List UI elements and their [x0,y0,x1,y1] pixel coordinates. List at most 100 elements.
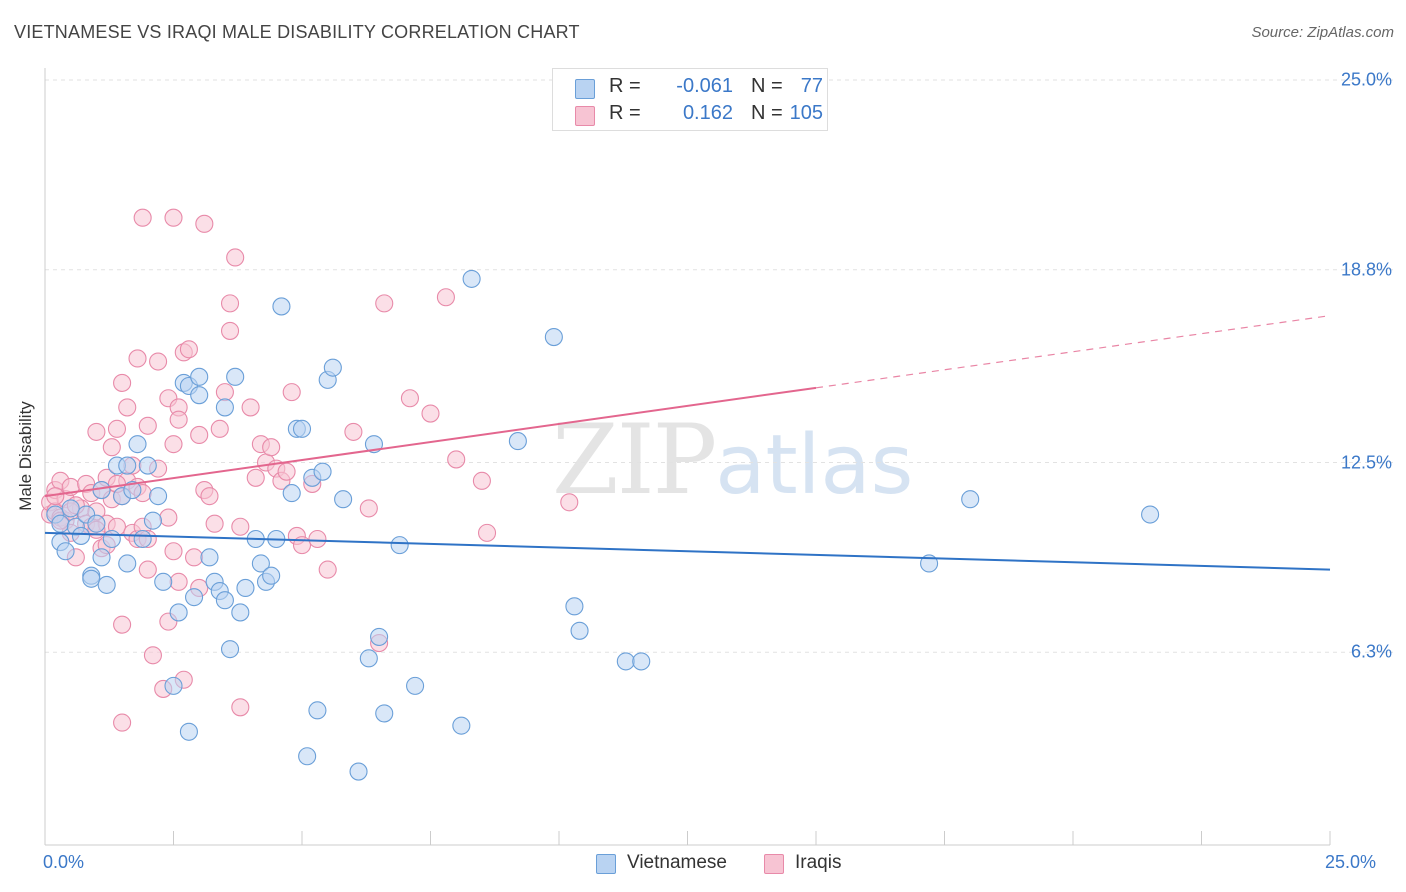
iraqis-point-76 [359,499,378,518]
iraqis-point-84 [477,523,497,542]
iraqis-point-83 [472,471,491,490]
vietnamese-point-1 [51,514,70,533]
legend-r-label: R = [609,75,641,97]
vietnamese-point-62 [406,676,425,695]
legend-n-label: N = [751,102,783,124]
chart-title: VIETNAMESE VS IRAQI MALE DISABILITY CORR… [14,22,580,42]
iraqis-point-16 [87,422,106,441]
vietnamese-point-25 [169,603,188,622]
watermark-atlas: atlas [715,418,914,513]
iraqis-point-70 [282,383,301,402]
vietnamese-point-21 [138,456,157,475]
x-tick-label-min: 0.0% [43,852,85,872]
vietnamese-point-4 [61,499,80,518]
vietnamese-point-39 [236,578,255,598]
legend-n-value: 105 [789,102,823,124]
vietnamese-point-29 [190,386,209,405]
vietnamese-point-13 [97,575,116,594]
vietnamese-point-24 [154,572,173,591]
iraqis-point-61 [220,321,240,340]
vietnamese-point-59 [370,627,389,646]
vietnamese-point-31 [200,548,219,567]
iraqis-point-56 [200,487,219,506]
legend-r-label: R = [609,102,641,124]
iraqis-point-40 [143,646,162,665]
vietnamese-legend-swatch [596,854,616,874]
iraqis-point-85 [560,493,579,512]
vietnamese-point-28 [185,588,204,607]
vietnamese-point-18 [123,480,142,500]
legend-n-label: N = [751,75,783,97]
vietnamese-point-72 [961,490,980,509]
iraqis-point-35 [128,349,147,368]
iraqis-point-52 [179,340,198,359]
vietnamese-point-64 [462,269,481,288]
vietnamese-point-38 [231,603,250,622]
vietnamese-point-30 [190,367,209,386]
iraqis-point-64 [241,398,260,417]
y-axis-label: Male Disability [16,401,35,511]
vietnamese-point-46 [282,484,301,503]
vietnamese-point-48 [292,419,312,438]
vietnamese-point-19 [128,435,147,454]
vietnamese-point-70 [632,652,651,671]
vietnamese-point-61 [390,536,409,555]
iraqis-point-86 [133,208,152,227]
iraqis-point-59 [215,383,234,402]
vietnamese-point-57 [359,649,378,668]
vietnamese-point-43 [262,566,281,585]
legend-r-value: -0.061 [676,75,733,97]
vietnamese-point-45 [272,297,291,316]
vietnamese-point-54 [323,358,342,377]
iraqis-point-46 [164,435,183,454]
vietnamese-point-41 [251,554,270,573]
iraqis-legend-label: Iraqis [795,852,842,873]
iraqis-point-60 [220,294,240,313]
iraqis-point-39 [138,560,157,579]
y-tick-label-0: 6.3% [1350,641,1392,662]
iraqis-point-75 [344,422,363,441]
iraqis-point-102 [277,462,296,481]
vietnamese-point-69 [616,652,635,671]
iraqis-point-27 [113,615,132,634]
y-tick-label-3: 25.0% [1340,69,1392,90]
iraqis-point-29 [118,398,137,417]
iraqis-point-54 [190,425,209,445]
iraqis-point-82 [447,450,466,469]
y-tick-label-2: 18.8% [1340,259,1392,280]
vietnamese-point-14 [102,529,121,549]
vietnamese-point-9 [82,569,101,588]
iraqis-point-22 [102,438,121,457]
iraqis-point-38 [138,416,157,435]
iraqis-point-65 [246,468,265,487]
vietnamese-point-37 [226,367,245,386]
watermark-zip: ZIP [552,404,717,516]
vietnamese-point-63 [452,716,471,735]
iraqis-point-74 [318,560,337,579]
vietnamese-point-10 [87,514,106,533]
vietnamese-point-75 [164,676,183,695]
vietnamese-point-12 [92,548,111,567]
vietnamese-point-49 [298,747,317,766]
iraqis-point-53 [185,548,204,567]
iraqis-point-79 [400,389,419,408]
watermark: ZIPatlas [552,404,913,516]
vietnamese-point-22 [143,511,162,530]
iraqis-point-101 [262,438,281,457]
vietnamese-trend-line [44,531,1331,571]
iraqis-point-81 [436,288,455,307]
iraqis-point-63 [231,698,250,717]
iraqis-trend-line [44,386,817,498]
vietnamese-point-65 [508,432,527,451]
vietnamese-point-51 [308,701,327,720]
iraqis-point-87 [164,208,183,227]
vietnamese-point-23 [149,487,168,506]
iraqis-point-98 [159,508,178,527]
iraqis-point-57 [205,514,224,533]
vietnamese-point-73 [1141,505,1160,524]
iraqis-point-89 [113,713,132,732]
vietnamese-point-20 [133,529,152,549]
iraqis-point-88 [195,214,214,233]
iraqis-legend-swatch [764,854,784,874]
